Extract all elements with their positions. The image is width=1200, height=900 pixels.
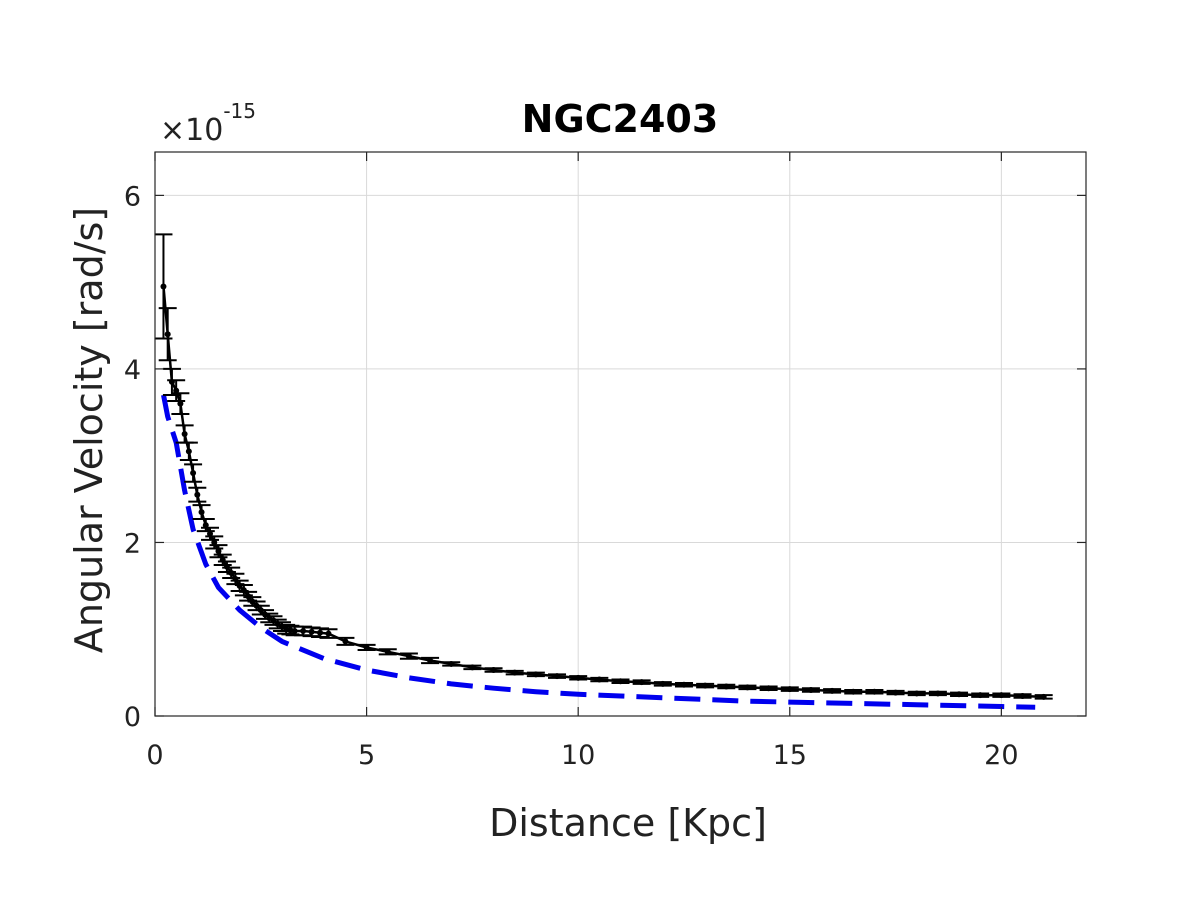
data-point [617, 678, 624, 685]
data-point [1040, 693, 1047, 700]
data-point [185, 448, 192, 455]
data-point [829, 687, 836, 694]
data-point [744, 684, 751, 691]
y-axis-label: Angular Velocity [rad/s] [67, 207, 111, 653]
x-tick-label: 5 [358, 740, 375, 771]
data-point [934, 690, 941, 697]
data-point [892, 689, 899, 696]
grid [155, 152, 1086, 716]
data-point [807, 686, 814, 693]
data-point [765, 685, 772, 692]
data-point [181, 431, 188, 437]
data-point [786, 686, 793, 693]
data-point [164, 331, 171, 338]
data-point [511, 669, 518, 676]
data-point [207, 530, 214, 537]
data-point [211, 539, 218, 546]
data-point [198, 509, 205, 516]
data-point [342, 638, 349, 645]
y-multiplier-base: ×10 [160, 113, 223, 148]
data-point [317, 629, 324, 636]
data-point [638, 679, 645, 686]
data-point [532, 671, 539, 678]
data-point [363, 644, 370, 651]
observed-line [162, 286, 1044, 699]
data-point [977, 692, 984, 699]
y-multiplier-exponent: -15 [223, 99, 256, 123]
data-point [291, 627, 298, 634]
data-point [308, 628, 315, 635]
y-multiplier: ×10-15 [160, 99, 256, 148]
x-tick-label: 0 [146, 740, 163, 771]
data-point [190, 470, 197, 477]
y-tick-label: 0 [124, 702, 141, 733]
data-point [469, 664, 476, 671]
x-axis-label: Distance [Kpc] [489, 801, 767, 845]
data-point [596, 676, 603, 683]
data-point [448, 660, 455, 667]
data-point [575, 674, 582, 681]
y-tick-label: 4 [124, 355, 141, 386]
data-point [325, 630, 332, 637]
data-point [913, 690, 920, 697]
data-point [680, 681, 687, 688]
data-point [702, 682, 709, 689]
chart-title: NGC2403 [522, 97, 719, 141]
model-line [161, 394, 1036, 710]
x-tick-label: 15 [773, 740, 807, 771]
data-point [1019, 693, 1026, 700]
data-point [490, 667, 497, 674]
data-point [956, 691, 963, 698]
data-point [427, 657, 434, 664]
data-point [215, 548, 222, 555]
data-point [998, 692, 1005, 699]
y-tick-label: 6 [124, 181, 141, 212]
data-point [554, 673, 561, 680]
data-point [194, 491, 201, 498]
data-point [300, 627, 307, 634]
x-tick-label: 20 [984, 740, 1018, 771]
y-tick-label: 2 [124, 528, 141, 559]
data-point [871, 688, 878, 695]
data-point [723, 683, 730, 690]
x-tick-label: 10 [561, 740, 595, 771]
data-point [659, 680, 666, 687]
data-point [405, 653, 412, 660]
data-point [177, 400, 184, 407]
data-point [384, 648, 391, 655]
ticks: 0 5 10 15 20 0 2 4 6 [124, 152, 1086, 771]
data-point [173, 387, 180, 394]
data-point [202, 522, 209, 529]
data-point [850, 688, 857, 695]
plot-frame [154, 151, 1087, 717]
series-layer [154, 233, 1053, 710]
data-point [160, 283, 167, 290]
